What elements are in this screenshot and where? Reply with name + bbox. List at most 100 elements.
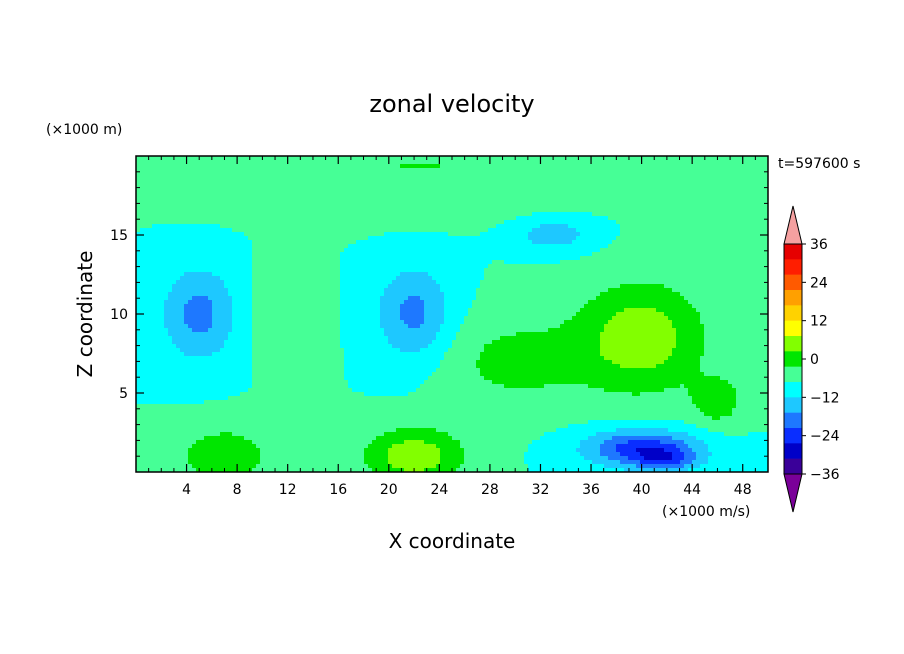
contour-cell (656, 232, 661, 237)
contour-cell (476, 164, 481, 169)
contour-cell (696, 248, 701, 253)
contour-cell (632, 268, 637, 273)
contour-cell (192, 264, 197, 269)
contour-cell (356, 164, 361, 169)
contour-cell (484, 172, 489, 177)
contour-cell (192, 168, 197, 173)
contour-cell (288, 272, 293, 277)
contour-cell (284, 168, 289, 173)
contour-cell (228, 196, 233, 201)
contour-cell (640, 180, 645, 185)
contour-cell (728, 256, 733, 261)
contour-cell (664, 184, 669, 189)
contour-cell (256, 156, 261, 161)
contour-cell (312, 200, 317, 205)
contour-cell (172, 268, 177, 273)
contour-cell (684, 216, 689, 221)
contour-cell (412, 164, 417, 169)
contour-cell (272, 276, 277, 281)
contour-cell (324, 212, 329, 217)
contour-cell (280, 176, 285, 181)
contour-cell (656, 200, 661, 205)
contour-cell (384, 240, 389, 245)
contour-cell (484, 268, 489, 273)
contour-cell (460, 172, 465, 177)
contour-cell (724, 216, 729, 221)
contour-cell (528, 164, 533, 169)
contour-cell (504, 184, 509, 189)
contour-cell (756, 264, 761, 269)
contour-cell (672, 272, 677, 277)
contour-cell (232, 256, 237, 261)
contour-cell (736, 204, 741, 209)
contour-cell (260, 172, 265, 177)
contour-cell (740, 180, 745, 185)
contour-cell (712, 164, 717, 169)
contour-cell (344, 268, 349, 273)
contour-cell (496, 164, 501, 169)
contour-cell (472, 256, 477, 261)
contour-cell (560, 252, 565, 257)
contour-cell (436, 244, 441, 249)
contour-cell (348, 160, 353, 165)
contour-cell (240, 228, 245, 233)
contour-cell (584, 260, 589, 265)
contour-cell (388, 180, 393, 185)
contour-cell (204, 160, 209, 165)
contour-cell (264, 184, 269, 189)
contour-cell (604, 204, 609, 209)
contour-cell (648, 252, 653, 257)
contour-cell (288, 204, 293, 209)
contour-cell (420, 232, 425, 237)
contour-cell (624, 272, 629, 277)
contour-cell (644, 256, 649, 261)
contour-cell (164, 216, 169, 221)
contour-cell (612, 164, 617, 169)
contour-cell (160, 252, 165, 257)
contour-cell (304, 216, 309, 221)
contour-cell (628, 196, 633, 201)
contour-cell (500, 220, 505, 225)
contour-cell (632, 180, 637, 185)
contour-cell (428, 220, 433, 225)
contour-cell (316, 252, 321, 257)
contour-cell (504, 260, 509, 265)
contour-cell (192, 200, 197, 205)
contour-cell (680, 200, 685, 205)
contour-cell (528, 156, 533, 161)
contour-cell (152, 224, 157, 229)
contour-cell (396, 192, 401, 197)
contour-cell (272, 216, 277, 221)
contour-cell (168, 200, 173, 205)
contour-cell (728, 260, 733, 265)
contour-cell (760, 232, 765, 237)
contour-cell (376, 236, 381, 241)
contour-cell (260, 268, 265, 273)
contour-cell (708, 196, 713, 201)
contour-cell (584, 228, 589, 233)
contour-cell (420, 236, 425, 241)
contour-cell (580, 248, 585, 253)
contour-cell (308, 176, 313, 181)
contour-cell (264, 276, 269, 281)
contour-cell (428, 212, 433, 217)
contour-cell (708, 240, 713, 245)
contour-cell (520, 196, 525, 201)
contour-cell (364, 196, 369, 201)
contour-cell (428, 248, 433, 253)
contour-cell (668, 172, 673, 177)
contour-cell (232, 280, 237, 285)
contour-cell (380, 176, 385, 181)
contour-cell (176, 236, 181, 241)
contour-cell (696, 276, 701, 281)
contour-cell (632, 236, 637, 241)
contour-cell (532, 268, 537, 273)
contour-cell (708, 264, 713, 269)
contour-cell (292, 224, 297, 229)
contour-cell (508, 264, 513, 269)
contour-cell (372, 196, 377, 201)
contour-cell (172, 200, 177, 205)
contour-cell (292, 164, 297, 169)
contour-cell (564, 160, 569, 165)
contour-cell (600, 228, 605, 233)
